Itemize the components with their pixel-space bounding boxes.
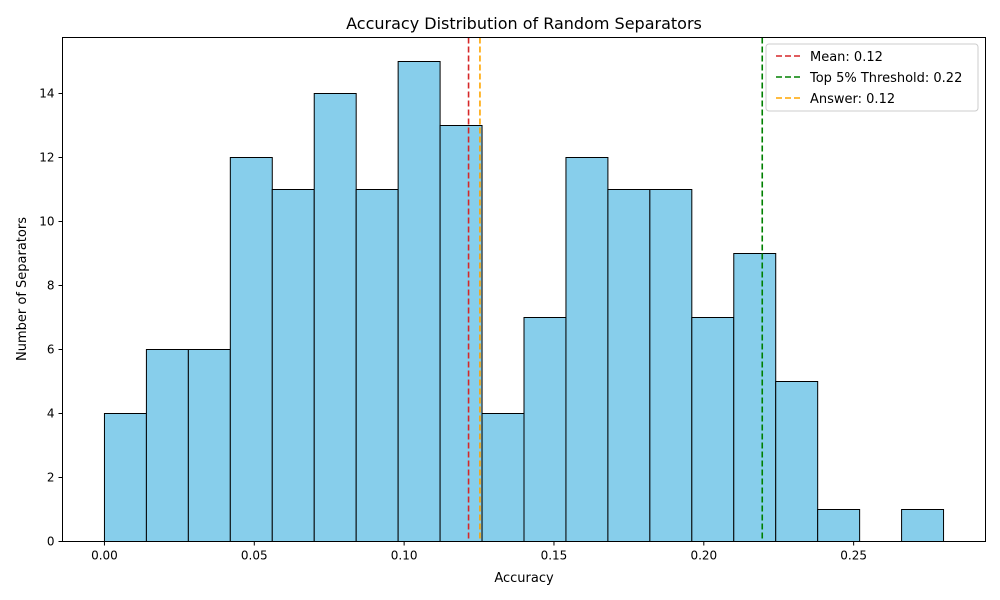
histogram-bar — [649, 189, 693, 542]
x-tick-label: 0.25 — [840, 549, 867, 563]
histogram-bar — [145, 349, 189, 542]
x-tick-label: 0.10 — [391, 549, 418, 563]
histogram-bar — [103, 413, 147, 542]
y-axis-label: Number of Separators — [15, 217, 30, 361]
x-axis-ticks: 0.00 0.05 0.10 0.15 0.20 0.25 — [91, 541, 867, 563]
histogram-bar — [439, 125, 483, 542]
y-tick-label: 4 — [47, 407, 55, 421]
histogram-bar — [565, 157, 609, 542]
x-tick-label: 0.20 — [690, 549, 717, 563]
x-tick-label: 0.05 — [241, 549, 268, 563]
y-tick-label: 8 — [47, 279, 55, 293]
histogram-bar — [607, 189, 651, 542]
x-tick-label: 0.15 — [541, 549, 568, 563]
legend-label-answer: Answer: 0.12 — [810, 92, 895, 107]
legend-label-threshold: Top 5% Threshold: 0.22 — [809, 71, 962, 86]
histogram-bar — [187, 349, 231, 542]
histogram-bar — [523, 317, 567, 542]
histogram-bar — [691, 317, 735, 542]
histogram-bar — [229, 157, 273, 542]
y-axis-ticks: 0 2 4 6 8 10 12 14 — [39, 87, 63, 549]
legend: Mean: 0.12 Top 5% Threshold: 0.22 Answer… — [765, 43, 979, 112]
histogram-bar — [775, 381, 819, 542]
y-tick-label: 6 — [47, 343, 55, 357]
y-tick-label: 0 — [47, 535, 55, 549]
y-tick-label: 14 — [39, 87, 54, 101]
legend-label-mean: Mean: 0.12 — [810, 50, 883, 65]
histogram-bar — [481, 413, 525, 542]
plot-frame — [62, 37, 986, 542]
reference-lines — [467, 37, 764, 542]
histogram-bar — [355, 189, 399, 542]
y-tick-label: 12 — [39, 151, 54, 165]
chart-title: Accuracy Distribution of Random Separato… — [346, 14, 702, 33]
legend-box — [765, 43, 979, 112]
histogram-bar — [817, 509, 861, 542]
histogram-bar — [271, 189, 315, 542]
histogram-bar — [397, 61, 441, 542]
histogram-bars — [103, 61, 945, 542]
x-axis-label: Accuracy — [494, 571, 554, 586]
y-tick-label: 2 — [47, 471, 55, 485]
x-tick-label: 0.00 — [91, 549, 118, 563]
histogram-bar — [313, 93, 357, 542]
histogram-bar — [733, 253, 777, 542]
y-tick-label: 10 — [39, 215, 54, 229]
histogram-bar — [901, 509, 945, 542]
